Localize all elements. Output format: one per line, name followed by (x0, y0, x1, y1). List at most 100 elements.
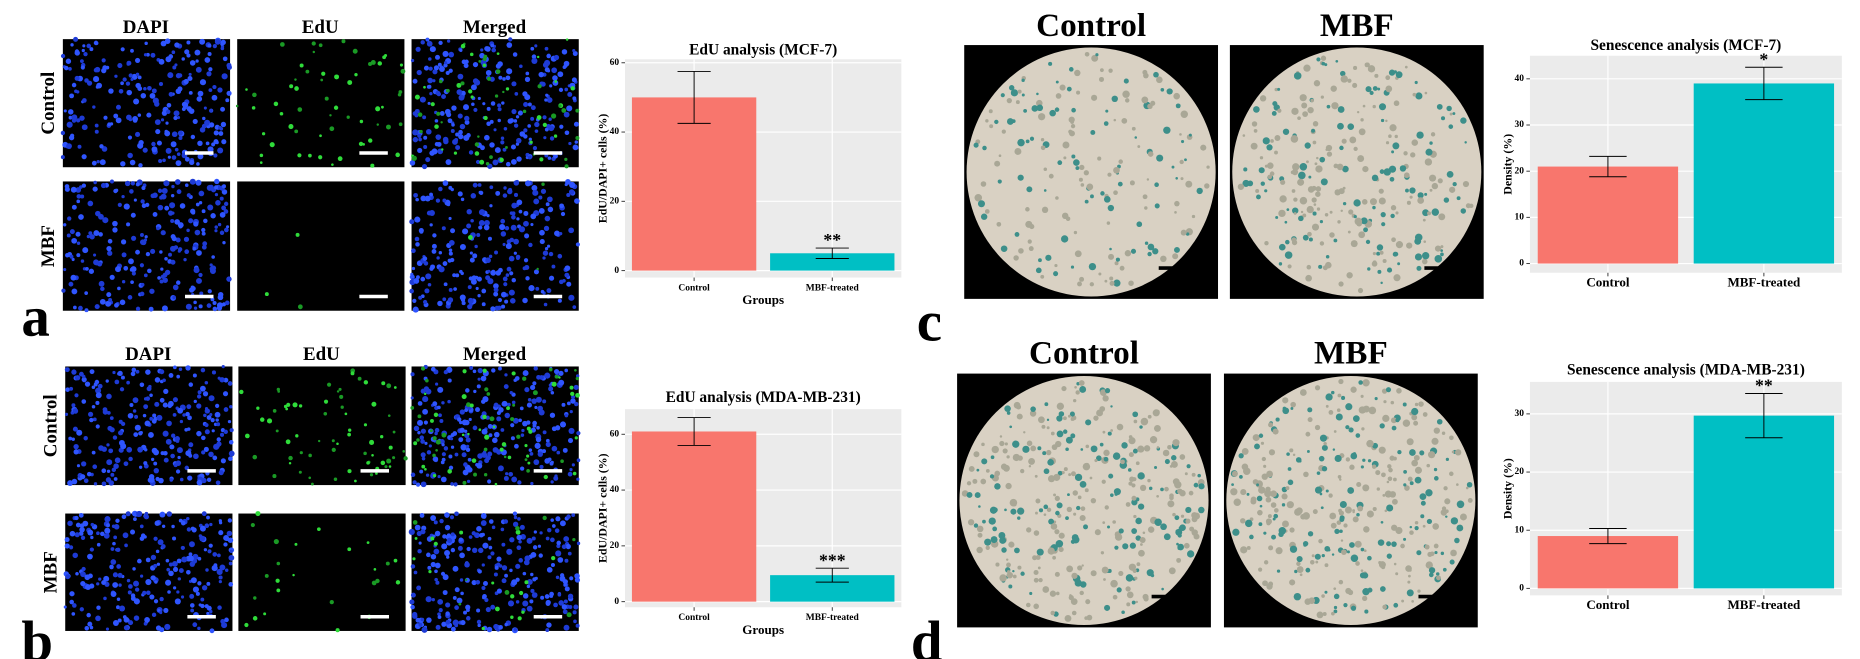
cell (1292, 453, 1296, 457)
cell (1325, 254, 1330, 259)
cell (1033, 569, 1039, 575)
nucleus (96, 159, 100, 164)
cell (1147, 526, 1155, 533)
cell (1035, 498, 1041, 504)
nucleus (524, 76, 531, 83)
nucleus (168, 562, 174, 567)
nucleus (211, 429, 215, 433)
nucleus (460, 591, 464, 596)
edu-spot (280, 42, 285, 47)
cell (1352, 452, 1357, 456)
cell (1077, 495, 1082, 500)
cell (1298, 215, 1304, 222)
nucleus (82, 247, 89, 254)
edu-spot (260, 417, 265, 422)
cell (1027, 239, 1032, 244)
cell (1242, 179, 1250, 187)
nucleus (93, 76, 100, 83)
edu-spot (363, 380, 369, 385)
cell (1079, 481, 1087, 488)
nucleus (221, 205, 227, 211)
nucleus (522, 600, 529, 607)
edu-spot (337, 156, 343, 162)
nucleus (564, 130, 570, 136)
cell (1308, 237, 1313, 242)
nucleus (564, 265, 571, 271)
nucleus (564, 558, 569, 563)
nucleus (186, 516, 190, 521)
cell (1338, 188, 1345, 195)
nucleus (80, 59, 84, 64)
nucleus (69, 93, 75, 99)
cell (1114, 545, 1119, 550)
nucleus (201, 231, 206, 236)
cell (1414, 80, 1418, 85)
cell (1179, 133, 1182, 136)
nucleus (121, 279, 126, 284)
nucleus (484, 219, 490, 226)
cell (1456, 483, 1459, 486)
cell (1083, 170, 1089, 176)
nucleus (576, 477, 580, 481)
cell (1354, 217, 1363, 226)
nucleus (123, 265, 129, 271)
nucleus (157, 539, 164, 546)
nucleus (557, 557, 564, 563)
nucleus (490, 604, 496, 610)
cell (1258, 522, 1263, 527)
nucleus (442, 534, 447, 539)
nucleus (564, 413, 569, 418)
edu-spot (256, 406, 260, 410)
cell (1350, 605, 1357, 611)
cell (1353, 65, 1358, 71)
cell (1082, 462, 1091, 471)
nucleus (534, 129, 539, 133)
nucleus (207, 43, 212, 48)
nucleus (73, 449, 79, 455)
nucleus (137, 113, 142, 117)
nucleus (181, 107, 186, 112)
edu-spot (486, 76, 492, 81)
nucleus (567, 551, 572, 556)
nucleus (140, 92, 147, 99)
nucleus (101, 481, 107, 487)
nucleus (494, 147, 501, 154)
cell (1079, 164, 1085, 171)
cell (1409, 525, 1413, 529)
chart-title: Senescence analysis (MDA-MB-231) (1567, 362, 1805, 379)
cell (1058, 532, 1065, 539)
edu-spot (456, 82, 462, 88)
nucleus (526, 605, 533, 612)
nucleus (459, 243, 466, 251)
cell (1388, 69, 1396, 76)
cell (1425, 489, 1433, 497)
nucleus (226, 225, 230, 229)
nucleus (138, 465, 143, 469)
nucleus (192, 586, 200, 593)
cell (1123, 78, 1129, 84)
cell (1363, 227, 1368, 233)
nucleus (95, 400, 100, 405)
nucleus (513, 251, 517, 255)
nucleus (512, 521, 519, 527)
nucleus (504, 225, 510, 231)
cell (1093, 415, 1099, 421)
nucleus (435, 624, 441, 630)
nucleus (161, 110, 168, 116)
x-tick-label: Control (1586, 597, 1630, 612)
nucleus (522, 593, 529, 599)
nucleus (133, 198, 137, 202)
nucleus (75, 187, 82, 193)
cell (1434, 550, 1438, 555)
nucleus (482, 102, 486, 106)
edu-spot (255, 511, 261, 517)
cell (1256, 194, 1261, 200)
cell (1006, 571, 1014, 579)
nucleus (80, 65, 85, 70)
nucleus (478, 225, 483, 230)
cell (1142, 593, 1149, 600)
cell (1381, 222, 1386, 227)
nucleus (133, 598, 140, 605)
edu-spot (574, 368, 577, 372)
edu-spot (574, 436, 578, 440)
